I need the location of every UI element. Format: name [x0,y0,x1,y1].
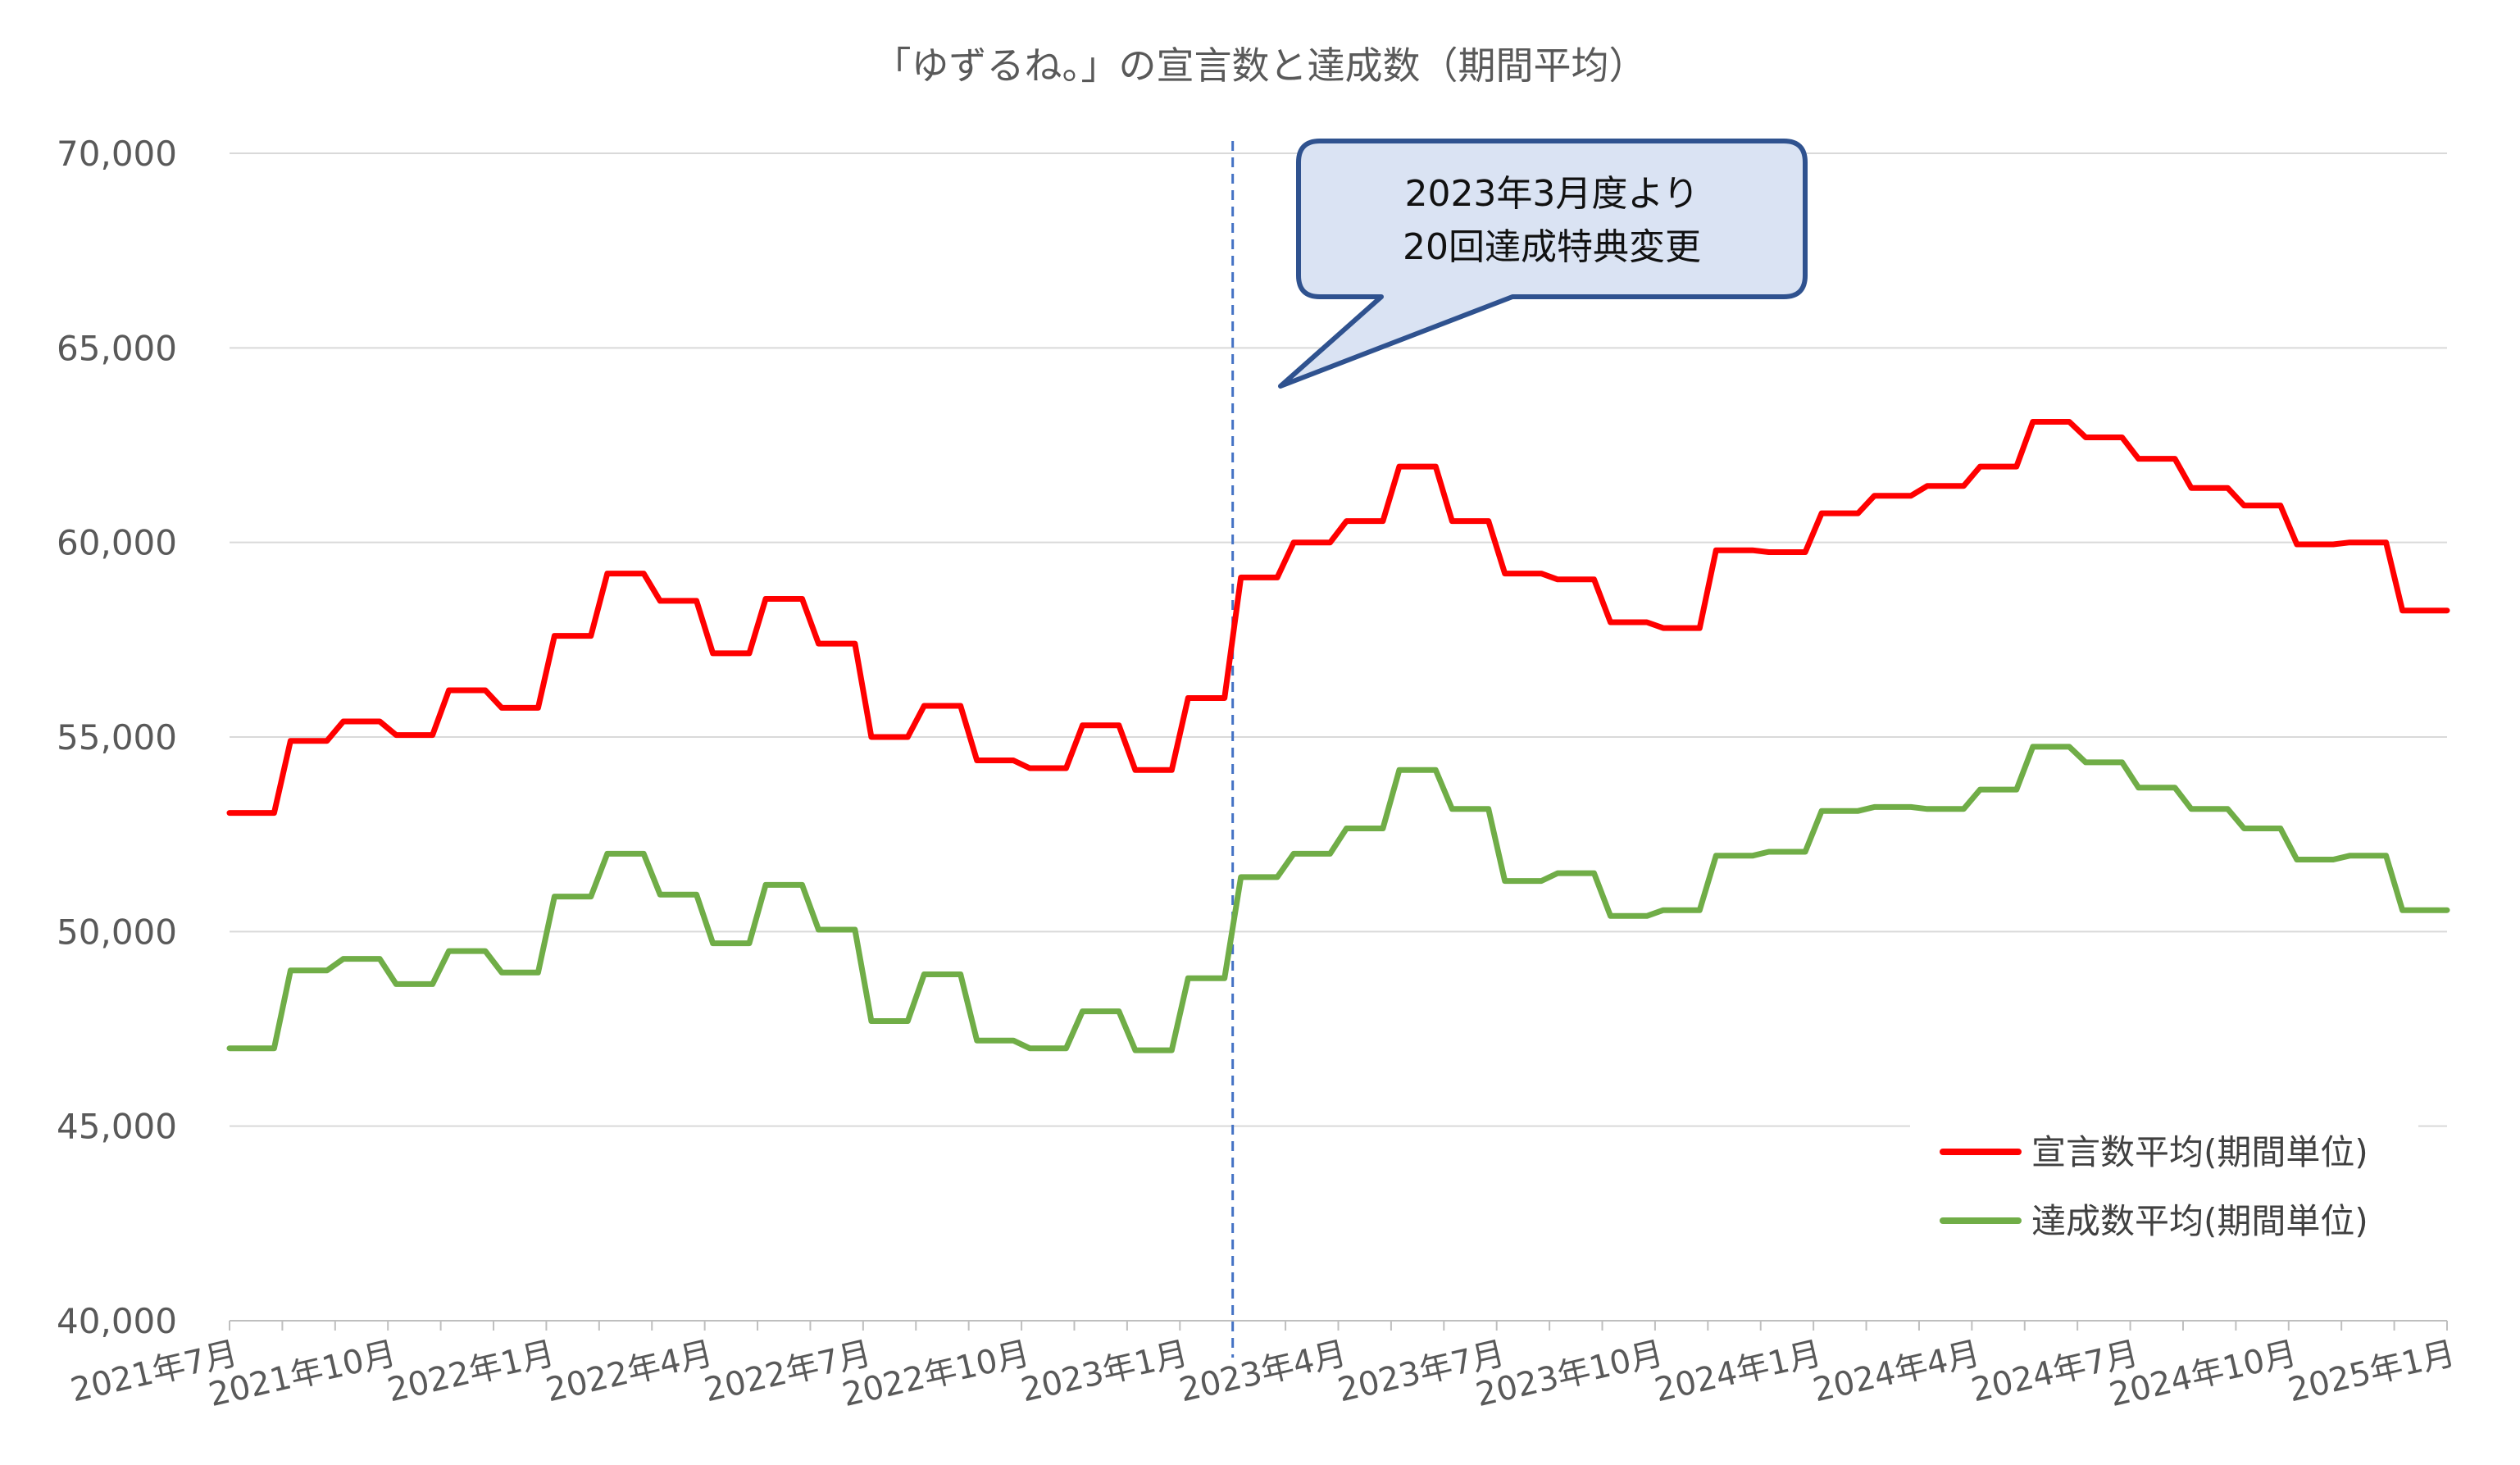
series-line-2 [226,744,2450,1053]
callout: 2023年3月度より 20回達成特典変更 [1278,139,1808,389]
y-tick-label: 60,000 [57,523,177,563]
x-tick-label: 2024年1月 [1651,1335,1825,1409]
x-tick-label: 2022年1月 [384,1335,557,1409]
legend-label-1: 宣言数平均(期間単位) [2031,1132,2368,1172]
legend-label-2: 達成数平均(期間単位) [2031,1201,2368,1241]
data-series [226,419,2450,1053]
y-tick-label: 40,000 [57,1301,177,1341]
chart-title: 「ゆずるね。」の宣言数と達成数（期間平均） [874,43,1647,88]
y-axis-ticks: 40,000 45,000 50,000 55,000 60,000 65,000 70,0… [57,134,177,1341]
x-tick-label: 2025年1月 [2285,1335,2459,1409]
y-tick-label: 50,000 [57,912,177,952]
x-axis: 2021年7月2021年10月2022年1月2022年4月2022年7月2022… [67,1320,2459,1414]
x-tick-label: 2022年4月 [543,1335,716,1409]
legend: 宣言数平均(期間単位) 達成数平均(期間単位) [1910,1115,2418,1263]
legend-background [1910,1115,2418,1263]
y-tick-label: 70,000 [57,134,177,174]
x-tick-label: 2024年4月 [1809,1335,1983,1409]
x-tick-label: 2023年1月 [1017,1335,1191,1409]
y-tick-label: 45,000 [57,1107,177,1147]
y-tick-label: 55,000 [57,717,177,758]
x-tick-label: 2023年4月 [1176,1335,1349,1409]
callout-line-2: 20回達成特典変更 [1403,226,1701,268]
series-line-1 [226,419,2450,817]
y-tick-label: 65,000 [57,328,177,368]
callout-bubble [1278,139,1808,389]
callout-line-1: 2023年3月度より [1404,173,1699,215]
